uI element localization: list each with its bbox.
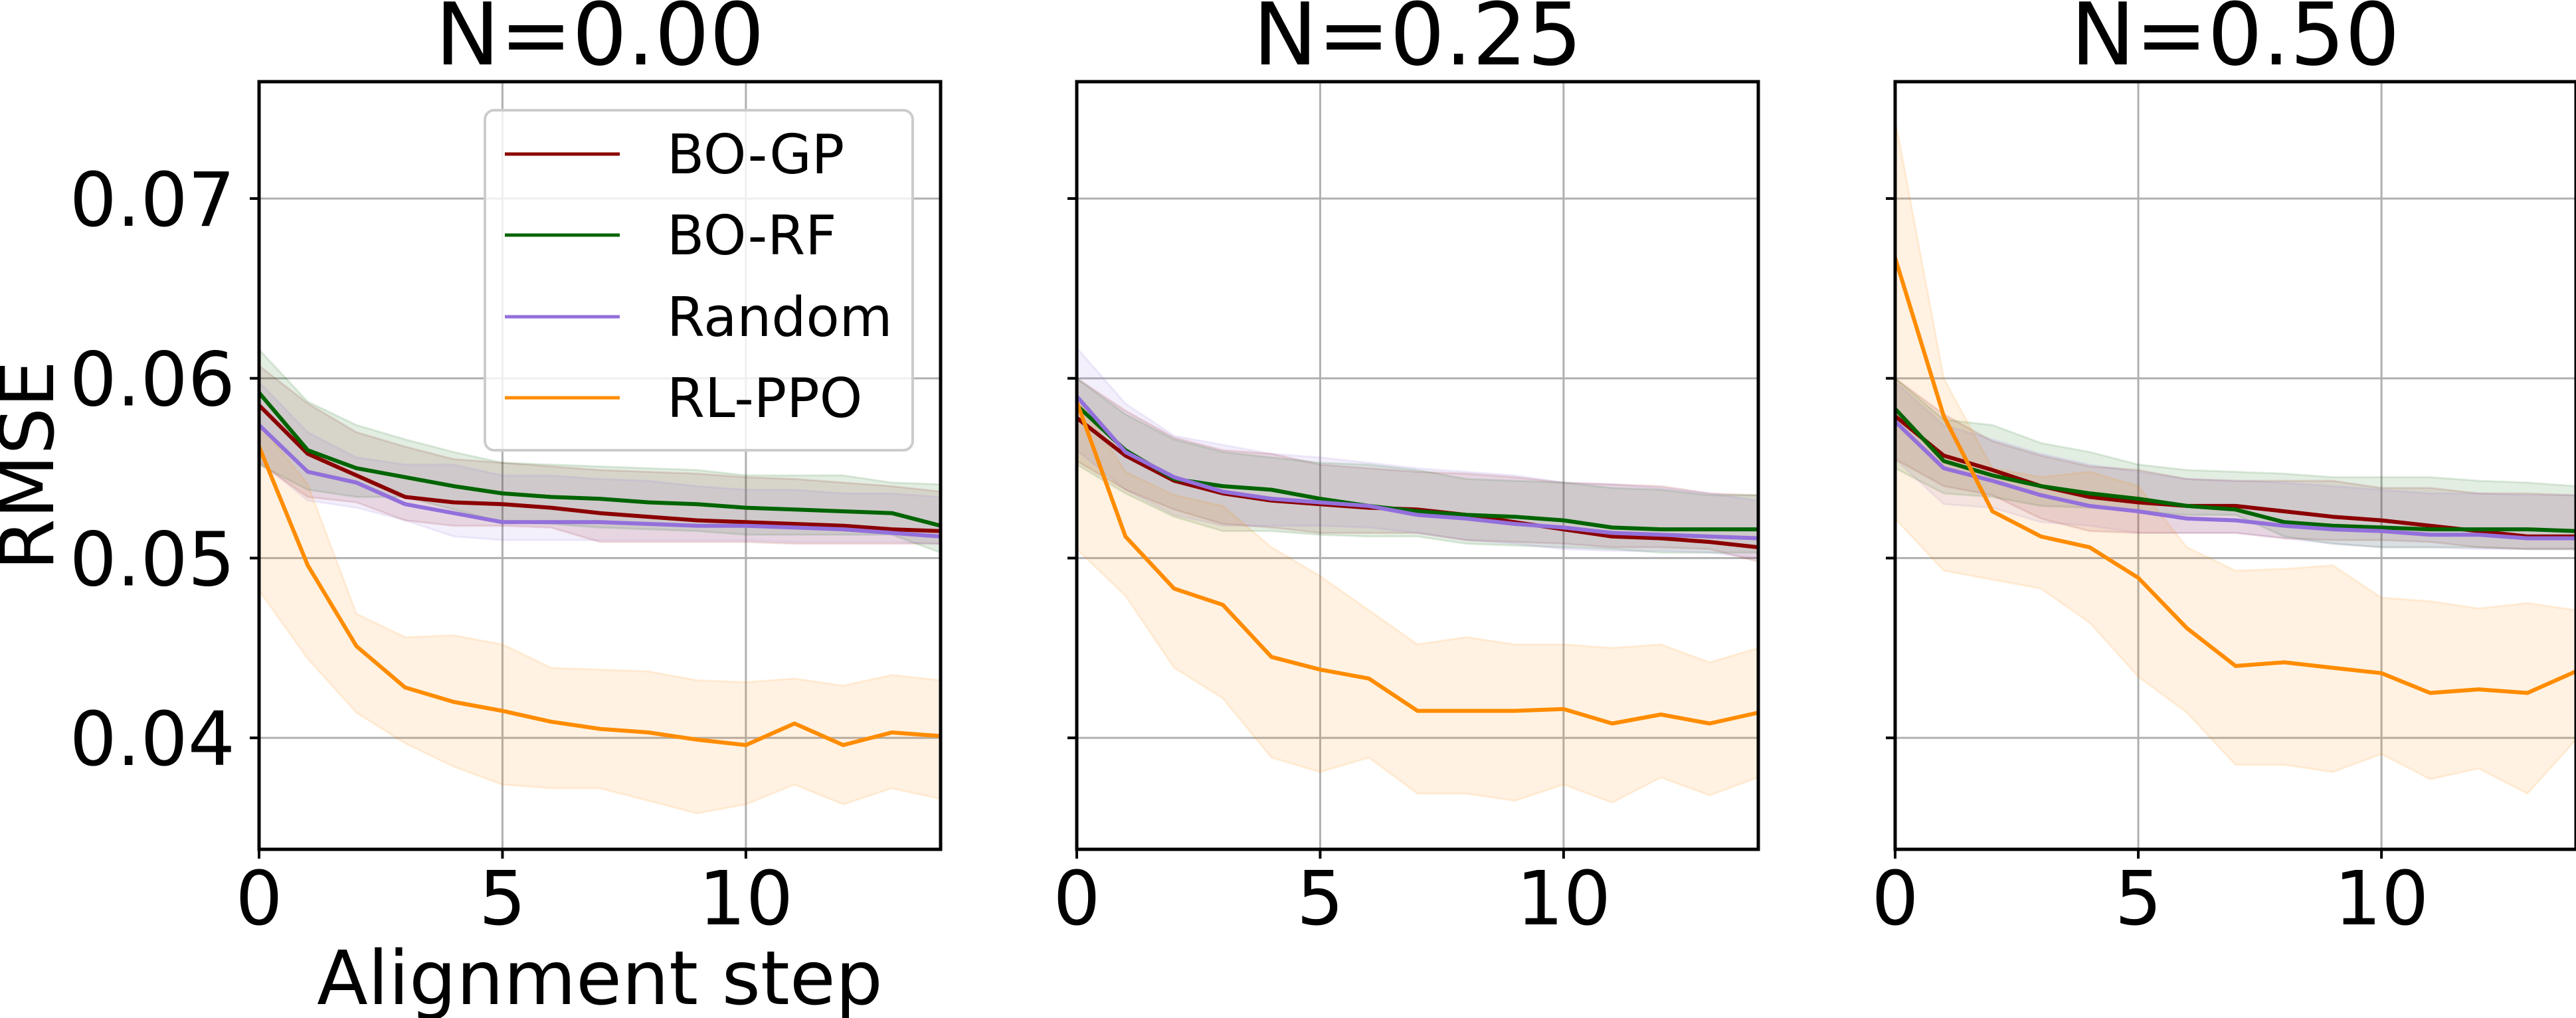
y-axis-label: RMSE <box>0 361 71 570</box>
band-random <box>1895 381 2576 551</box>
band-bo-gp <box>1077 377 1758 563</box>
legend-entry-random: Random <box>505 286 893 349</box>
legend-entry-rl-ppo: RL-PPO <box>505 367 862 430</box>
axes-frame <box>1075 80 1760 851</box>
x-tick-label: 5 <box>2114 856 2162 942</box>
axes-frame <box>1893 80 2576 851</box>
band-rl-ppo <box>1077 394 1758 804</box>
band-bo-rf <box>259 348 941 554</box>
x-axis: 0 5 10 <box>235 849 793 942</box>
x-tick-label: 0 <box>1871 856 1918 942</box>
x-axis: 0 5 10 <box>1053 849 1611 942</box>
subplot-title: N=0.25 <box>1253 0 1582 85</box>
y-tick-label: 0.05 <box>70 517 235 603</box>
x-tick-label: 10 <box>2334 856 2429 942</box>
legend-frame <box>484 109 914 452</box>
subplot-title: N=0.00 <box>435 0 765 85</box>
legend-entry-bo-gp: BO-GP <box>505 124 844 187</box>
x-tick-label: 5 <box>479 856 526 942</box>
band-rl-ppo <box>1895 119 2576 795</box>
band-bo-rf <box>1077 377 1758 554</box>
legend-label-bo-rf: BO-RF <box>667 205 836 268</box>
points-rl-ppo <box>259 446 941 746</box>
axes-frame <box>257 80 943 851</box>
y-axis: 0.04 0.05 0.06 0.07 <box>70 157 259 783</box>
y-axis <box>1067 197 1077 740</box>
x-tick-label: 10 <box>1517 856 1611 942</box>
band-random <box>1077 346 1758 559</box>
subplot-title: N=0.50 <box>2070 0 2400 85</box>
x-axis-label: Alignment step <box>317 936 883 1018</box>
plot-area <box>1895 119 2576 795</box>
points-rl-ppo <box>1895 258 2576 693</box>
y-tick-label: 0.06 <box>70 337 235 424</box>
y-axis <box>1886 197 1895 740</box>
legend-label-bo-gp: BO-GP <box>667 124 844 187</box>
plot-area <box>1077 346 1758 804</box>
band-rl-ppo <box>259 421 941 815</box>
x-tick-label: 10 <box>699 856 794 942</box>
legend-entry-bo-rf: BO-RF <box>505 205 836 268</box>
legend-label-random: Random <box>667 286 893 349</box>
x-tick-label: 0 <box>235 856 282 942</box>
legend-label-rl-ppo: RL-PPO <box>667 367 862 430</box>
y-tick-label: 0.07 <box>70 157 235 244</box>
x-tick-label: 0 <box>1053 856 1100 942</box>
points-random <box>1077 396 1758 539</box>
x-axis: 0 5 10 <box>1871 849 2429 942</box>
x-tick-label: 5 <box>1297 856 1344 942</box>
band-random <box>259 380 941 545</box>
points-bo-gp <box>259 405 941 531</box>
band-bo-gp <box>1895 377 2576 551</box>
legend: BO-GP BO-RF Random RL-PPO <box>484 109 914 452</box>
subplot-n025: N=0.25 0 5 10 <box>1053 0 1760 942</box>
y-tick-label: 0.04 <box>70 697 235 783</box>
plot-area <box>259 348 941 815</box>
subplot-n050: N=0.50 0 5 10 <box>1871 0 2576 942</box>
